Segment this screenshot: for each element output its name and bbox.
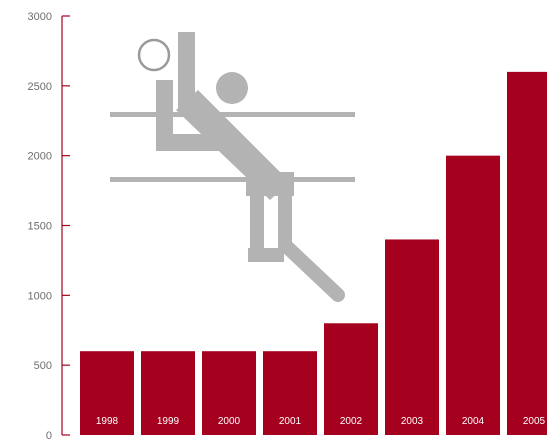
bar-1998: [80, 351, 134, 435]
category-label-1999: 1999: [157, 416, 180, 427]
bar-2000: [202, 351, 256, 435]
y-tick-label: 3000: [28, 11, 52, 23]
y-tick-label: 0: [46, 430, 52, 442]
category-label-2001: 2001: [279, 416, 302, 427]
category-label-2003: 2003: [401, 416, 424, 427]
category-label-2004: 2004: [462, 416, 485, 427]
leg-left-foot: [248, 248, 284, 262]
net-bottom-line: [110, 177, 355, 182]
ball-icon: [137, 38, 171, 72]
y-tick-label: 2500: [28, 81, 52, 93]
category-labels: 1998 1999 2000 2001 2002 2003 2004 2005: [96, 416, 546, 427]
category-label-2000: 2000: [218, 416, 241, 427]
y-tick-label: 2000: [28, 151, 52, 163]
bar-2002: [324, 323, 378, 435]
leg-right-lower: [278, 238, 345, 302]
leg-right-upper: [278, 188, 292, 252]
bar-2004: [446, 155, 500, 435]
net-top-line: [110, 112, 355, 117]
raised-arm: [178, 32, 195, 108]
category-label-2005: 2005: [523, 416, 546, 427]
head-icon: [216, 72, 248, 104]
leg-left: [250, 188, 264, 262]
bars: [80, 71, 547, 435]
bar-2001: [263, 351, 317, 435]
category-label-1998: 1998: [96, 416, 119, 427]
arm-upper: [156, 80, 173, 148]
y-tick-label: 500: [34, 360, 52, 372]
y-tick-label: 1000: [28, 290, 52, 302]
bar-2003: [385, 239, 439, 435]
y-tick-label: 1500: [28, 221, 52, 233]
bar-1999: [141, 351, 195, 435]
bar-2005: [507, 71, 547, 435]
volleyball-player-icon: [110, 32, 355, 302]
y-axis: 0 500 1000 1500 2000 2500 3000: [28, 11, 70, 442]
category-label-2002: 2002: [340, 416, 363, 427]
